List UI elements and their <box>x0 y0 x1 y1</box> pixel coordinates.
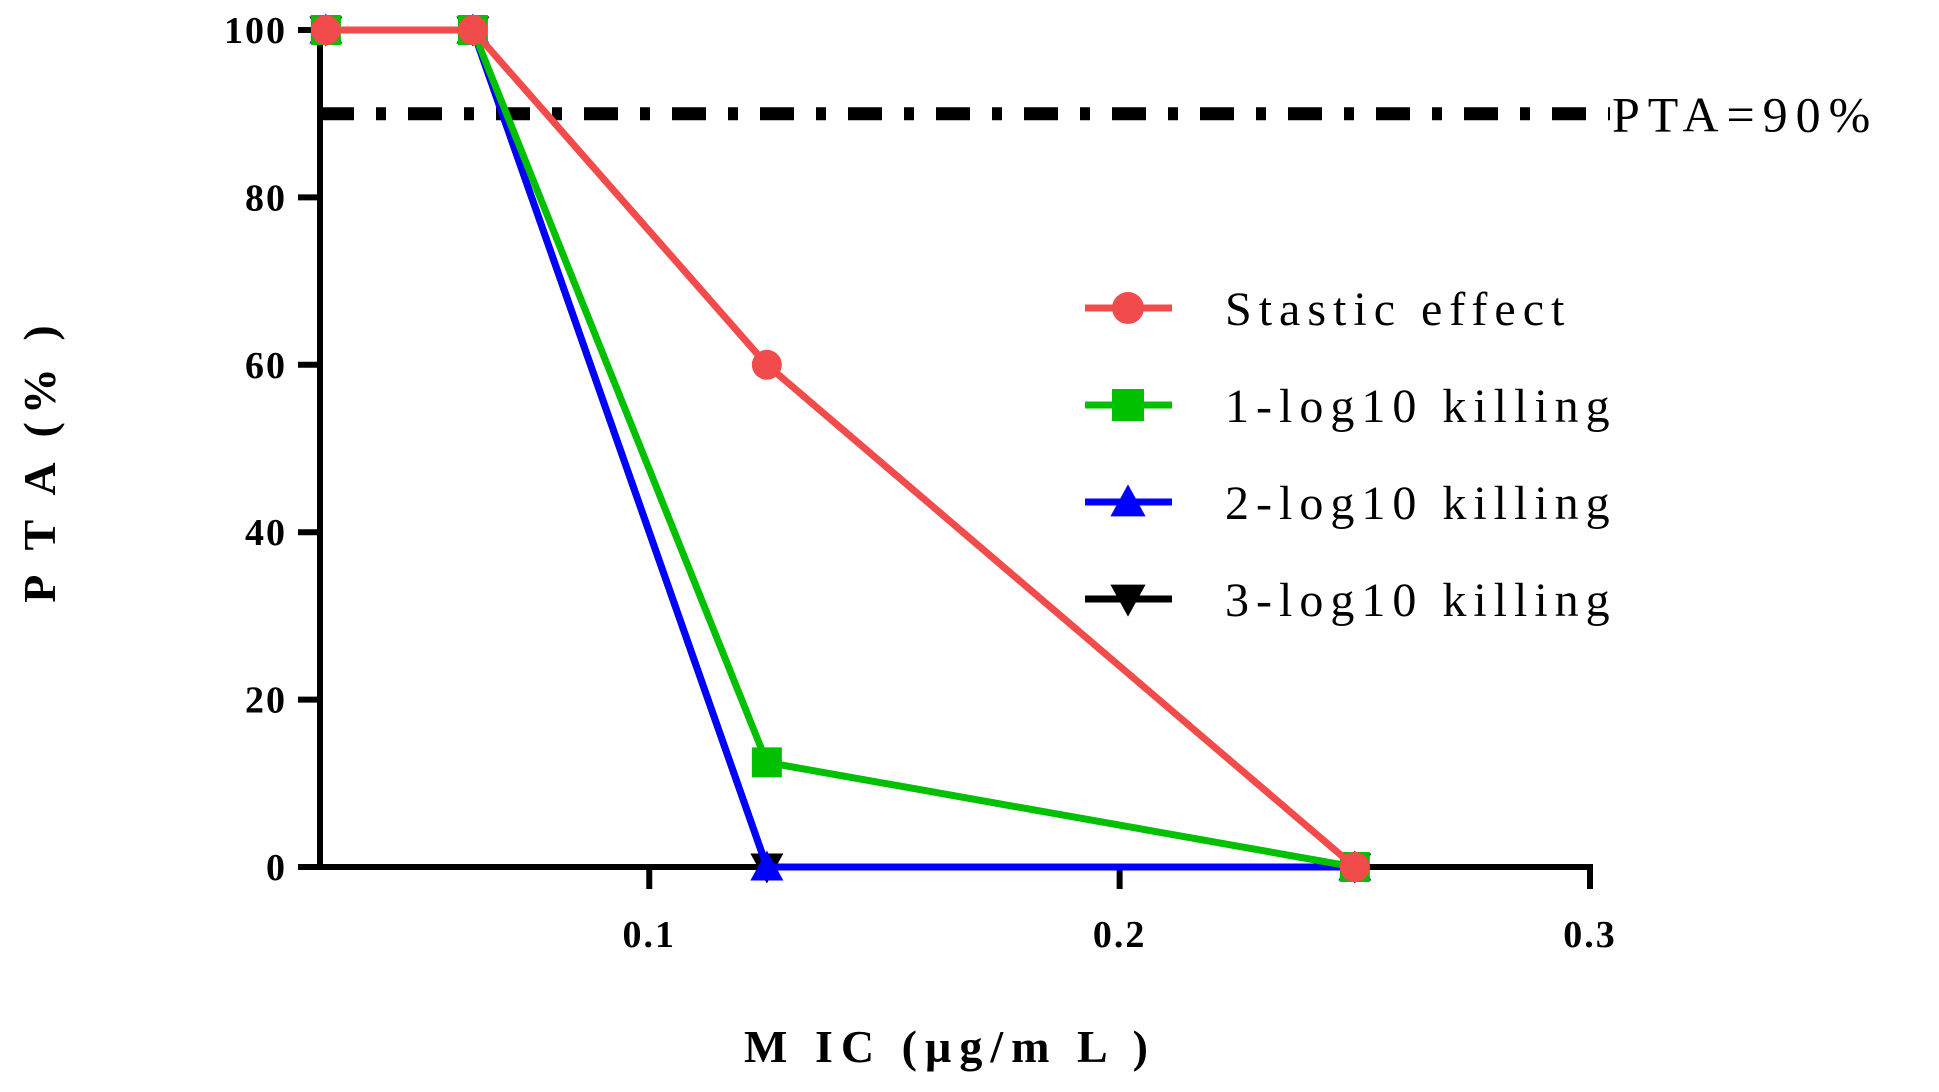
reference-line-label: PTA=90% <box>1612 87 1878 143</box>
x-tick-label: 0.1 <box>623 914 677 956</box>
legend-item: Stastic effect <box>1085 283 1571 336</box>
series-line <box>325 26 1358 870</box>
data-point <box>310 15 341 45</box>
legend-marker <box>1112 292 1144 324</box>
series-2-log10-killing <box>309 13 1372 881</box>
y-axis-title: P T A (% ) <box>14 317 65 602</box>
y-tick-label: 80 <box>245 177 287 219</box>
data-point <box>751 747 782 778</box>
series-line <box>325 26 1355 871</box>
legend-item: 3-log10 killing <box>1085 574 1617 627</box>
series-group <box>309 13 1372 884</box>
series-3-log10-killing <box>309 16 1372 884</box>
y-tick-label: 60 <box>245 345 287 387</box>
legend-item: 1-log10 killing <box>1085 380 1617 433</box>
legend-marker <box>1110 584 1146 617</box>
legend-label: 1-log10 killing <box>1225 380 1617 433</box>
y-tick-label: 0 <box>266 847 287 889</box>
y-tick-label: 20 <box>245 680 287 722</box>
legend-label: Stastic effect <box>1225 283 1571 336</box>
data-point <box>751 349 782 380</box>
legend-item: 2-log10 killing <box>1085 477 1617 530</box>
data-point <box>457 15 488 45</box>
series-stastic-effect <box>310 15 1370 882</box>
series-line <box>325 26 1356 871</box>
legend-label: 2-log10 killing <box>1225 477 1617 530</box>
x-axis-title: M IC (µg/m L ) <box>744 1021 1156 1072</box>
x-tick-label: 0.3 <box>1563 914 1617 956</box>
x-tick-label: 0.2 <box>1093 914 1147 956</box>
legend-label: 3-log10 killing <box>1225 574 1617 627</box>
series-line <box>325 26 1355 871</box>
data-point <box>750 850 784 881</box>
legend-marker <box>1112 389 1144 421</box>
legend-marker <box>1110 484 1146 517</box>
legend: Stastic effect 1-log10 killing 2-log10 kil… <box>1085 283 1617 627</box>
y-tick-label: 100 <box>224 10 287 52</box>
data-point <box>1339 852 1370 882</box>
series-1-log10-killing <box>310 15 1370 882</box>
reference-line-group: PTA=90% <box>320 87 1878 143</box>
y-tick-label: 40 <box>245 512 287 554</box>
